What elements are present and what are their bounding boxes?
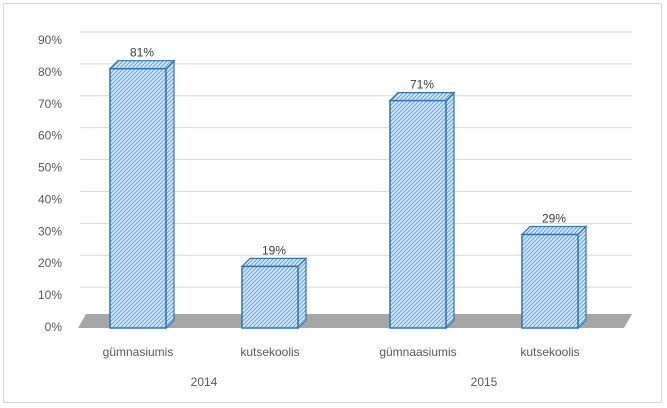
y-tick-label: 60% [38,129,62,143]
bar-2015-gümnaasiumis[interactable] [389,99,447,329]
bar-side-2015-kutsekoolis[interactable] [577,225,587,330]
chart-floor [78,314,632,328]
y-tick-label: 90% [38,33,62,47]
bar-top-2014-kutsekoolis[interactable] [240,257,308,268]
data-label: 81% [130,46,154,60]
y-tick-label: 70% [38,97,62,111]
bar-top-2015-gümnaasiumis[interactable] [388,91,456,102]
y-tick-label: 40% [38,192,62,206]
bar-2014-kutsekoolis[interactable] [241,265,299,329]
bar-side-2015-gümnaasiumis[interactable] [445,91,455,330]
y-tick-label: 50% [38,161,62,175]
bar-top-2015-kutsekoolis[interactable] [520,225,588,236]
y-tick-label: 80% [38,65,62,79]
bar-2014-gümnasiumis[interactable] [109,67,167,329]
data-label: 71% [410,78,434,92]
data-label: 19% [262,243,286,257]
x-group-label: 2015 [471,375,498,389]
x-tick-label: gümnaasiumis [379,345,456,359]
data-label: 29% [542,212,566,226]
bar-2015-kutsekoolis[interactable] [521,233,579,329]
bar-side-2014-kutsekoolis[interactable] [297,256,307,330]
x-tick-label: kutsekoolis [520,345,579,359]
x-tick-label: gümnasiumis [103,345,174,359]
y-tick-label: 10% [38,288,62,302]
bar-side-2014-gümnasiumis[interactable] [165,59,175,330]
bar-top-2014-gümnasiumis[interactable] [108,60,176,70]
y-tick-label: 0% [45,320,63,334]
y-tick-label: 30% [38,224,62,238]
y-tick-label: 20% [38,256,62,270]
x-tick-label: kutsekoolis [240,345,299,359]
x-group-label: 2014 [191,375,218,389]
